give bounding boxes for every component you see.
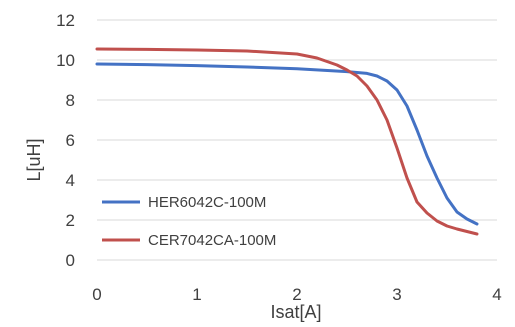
x-tick-label: 2 [292,285,301,304]
x-axis-title: Isat[A] [270,302,321,322]
y-axis-title: L[uH] [24,138,44,181]
y-tick-label: 6 [66,131,75,150]
y-tick-label: 2 [66,211,75,230]
series-line-0 [95,62,479,226]
y-tick-label: 0 [66,251,75,270]
x-tick-label: 3 [392,285,401,304]
legend-label-0: HER6042C-100M [148,194,266,211]
y-tick-labels: 0 2 4 6 8 10 12 [56,11,75,270]
y-tick-label: 8 [66,91,75,110]
legend-label-1: CER7042CA-100M [148,232,276,249]
y-tick-label: 12 [56,11,75,30]
legend: HER6042C-100M CER7042CA-100M [102,194,276,249]
x-tick-label: 1 [192,285,201,304]
series-lines [95,47,479,236]
x-tick-label: 0 [92,285,101,304]
x-tick-label: 4 [492,285,501,304]
series-line-1 [95,47,479,236]
grid-lines [97,19,497,261]
y-tick-label: 10 [56,51,75,70]
x-tick-labels: 0 1 2 3 4 [92,285,501,304]
y-tick-label: 4 [66,171,75,190]
